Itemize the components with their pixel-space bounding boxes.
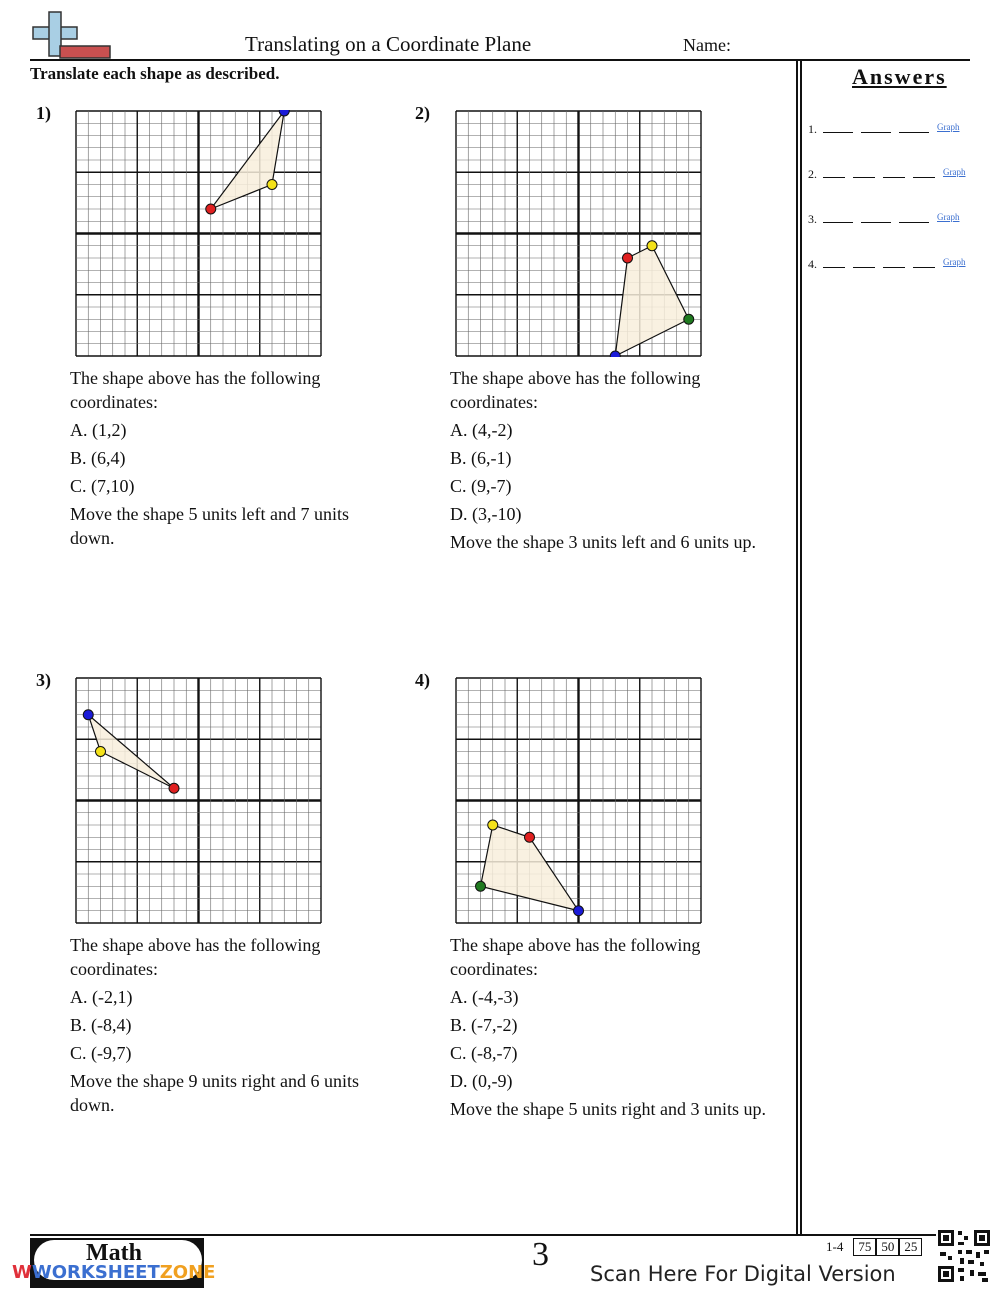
- answer-blank[interactable]: [823, 257, 845, 268]
- vertex-point: [646, 240, 658, 252]
- coordinate-item: D. (3,-10): [450, 504, 522, 524]
- score-range: 1-4: [826, 1239, 844, 1254]
- coordinate-item: A. (1,2): [70, 420, 127, 440]
- answers-divider-inner: [800, 61, 802, 1236]
- problem-number: 2): [415, 103, 430, 123]
- math-badge-inner: [34, 1240, 202, 1280]
- answer-blank[interactable]: [883, 167, 905, 178]
- header-divider: [30, 59, 970, 61]
- vertex-point: [524, 831, 535, 843]
- score-box: 1-4 75 50 25: [826, 1238, 923, 1256]
- coordinate-item: B. (6,-1): [450, 448, 512, 468]
- answer-number: 2.: [808, 167, 817, 181]
- move-instruction: Move the shape 3 units left and 6 units …: [450, 532, 756, 552]
- vertex-point: [573, 905, 584, 917]
- coordinate-item: B. (-8,4): [70, 1015, 132, 1035]
- brand-worksheet: WORKSHEET: [31, 1262, 160, 1283]
- answer-blank[interactable]: [853, 167, 875, 178]
- instructions: Translate each shape as described.: [30, 64, 280, 83]
- shape-polygon: [208, 110, 285, 211]
- answer-blank[interactable]: [823, 122, 853, 133]
- coordinate-item: C. (7,10): [70, 476, 135, 496]
- name-label: Name:: [683, 35, 731, 55]
- vertex-point: [95, 746, 106, 757]
- coordinate-item: A. (-4,-3): [450, 987, 519, 1007]
- problem-description: The shape above has the following coordi…: [70, 933, 390, 1117]
- vertex-point: [609, 350, 621, 357]
- answer-blank[interactable]: [823, 167, 845, 178]
- answers-divider: [796, 61, 798, 1236]
- brand-w-icon: W: [12, 1262, 32, 1283]
- problem-description: The shape above has the following coordi…: [450, 366, 770, 554]
- answer-number: 1.: [808, 122, 817, 136]
- answer-blank[interactable]: [883, 257, 905, 268]
- vertex-point: [475, 880, 486, 892]
- coordinates-intro: The shape above has the following coordi…: [450, 368, 701, 412]
- answer-blank[interactable]: [853, 257, 875, 268]
- coordinate-item: C. (-9,7): [70, 1043, 132, 1063]
- move-instruction: Move the shape 9 units right and 6 units…: [70, 1071, 359, 1115]
- math-badge-text: Math: [86, 1240, 142, 1266]
- coordinate-item: B. (6,4): [70, 448, 126, 468]
- coordinate-grid: [455, 677, 702, 924]
- vertex-point: [82, 709, 94, 721]
- coordinate-grid: [75, 110, 322, 357]
- qr-code-icon[interactable]: [936, 1228, 992, 1284]
- coordinate-item: C. (9,-7): [450, 476, 512, 496]
- answer-row: 2. Graph: [808, 167, 966, 182]
- answer-row: 3. Graph: [808, 212, 960, 227]
- vertex-point: [278, 110, 290, 117]
- score-50: 50: [876, 1238, 900, 1256]
- answer-number: 3.: [808, 212, 817, 226]
- coordinate-item: C. (-8,-7): [450, 1043, 518, 1063]
- page-number: 3: [532, 1236, 549, 1273]
- coordinate-item: A. (4,-2): [450, 420, 513, 440]
- coordinate-item: B. (-7,-2): [450, 1015, 518, 1035]
- footer-divider: [30, 1234, 970, 1236]
- coordinate-grid: [75, 677, 322, 924]
- graph-link[interactable]: Graph: [937, 122, 960, 132]
- problem-number: 3): [36, 670, 51, 690]
- answer-blank[interactable]: [861, 212, 891, 223]
- graph-link[interactable]: Graph: [943, 167, 966, 177]
- shape-polygon: [86, 712, 175, 789]
- vertex-point: [622, 252, 633, 264]
- answer-number: 4.: [808, 257, 817, 271]
- answer-blank[interactable]: [861, 122, 891, 133]
- brand-logo: WWORKSHEETZONE: [12, 1262, 215, 1283]
- coordinates-intro: The shape above has the following coordi…: [450, 935, 701, 979]
- vertex-point: [205, 203, 217, 215]
- vertex-point: [487, 819, 499, 831]
- coordinates-intro: The shape above has the following coordi…: [70, 935, 321, 979]
- scan-text: Scan Here For Digital Version: [590, 1262, 896, 1286]
- graph-link[interactable]: Graph: [943, 257, 966, 267]
- score-25: 25: [899, 1238, 923, 1256]
- problem-description: The shape above has the following coordi…: [450, 933, 770, 1121]
- page-title: Translating on a Coordinate Plane: [245, 32, 532, 56]
- vertex-point: [266, 179, 278, 190]
- answer-blank[interactable]: [913, 257, 935, 268]
- answer-blank[interactable]: [823, 212, 853, 223]
- move-instruction: Move the shape 5 units right and 3 units…: [450, 1099, 766, 1119]
- vertex-point: [683, 313, 695, 325]
- coordinate-item: D. (0,-9): [450, 1071, 513, 1091]
- graph-link[interactable]: Graph: [937, 212, 960, 222]
- vertex-point: [168, 782, 180, 794]
- answer-blank[interactable]: [899, 122, 929, 133]
- move-instruction: Move the shape 5 units left and 7 units …: [70, 504, 349, 548]
- answer-blank[interactable]: [899, 212, 929, 223]
- score-75: 75: [853, 1238, 877, 1256]
- coordinate-item: A. (-2,1): [70, 987, 133, 1007]
- plus-minus-logo-icon: [32, 11, 111, 59]
- problem-number: 1): [36, 103, 51, 123]
- answer-blank[interactable]: [913, 167, 935, 178]
- answers-title: Answers: [852, 64, 947, 89]
- coordinates-intro: The shape above has the following coordi…: [70, 368, 321, 412]
- answer-row: 1. Graph: [808, 122, 960, 137]
- problem-description: The shape above has the following coordi…: [70, 366, 390, 550]
- answer-row: 4. Graph: [808, 257, 966, 272]
- brand-zone: ZONE: [159, 1262, 216, 1283]
- coordinate-grid: [455, 110, 702, 357]
- problem-number: 4): [415, 670, 430, 690]
